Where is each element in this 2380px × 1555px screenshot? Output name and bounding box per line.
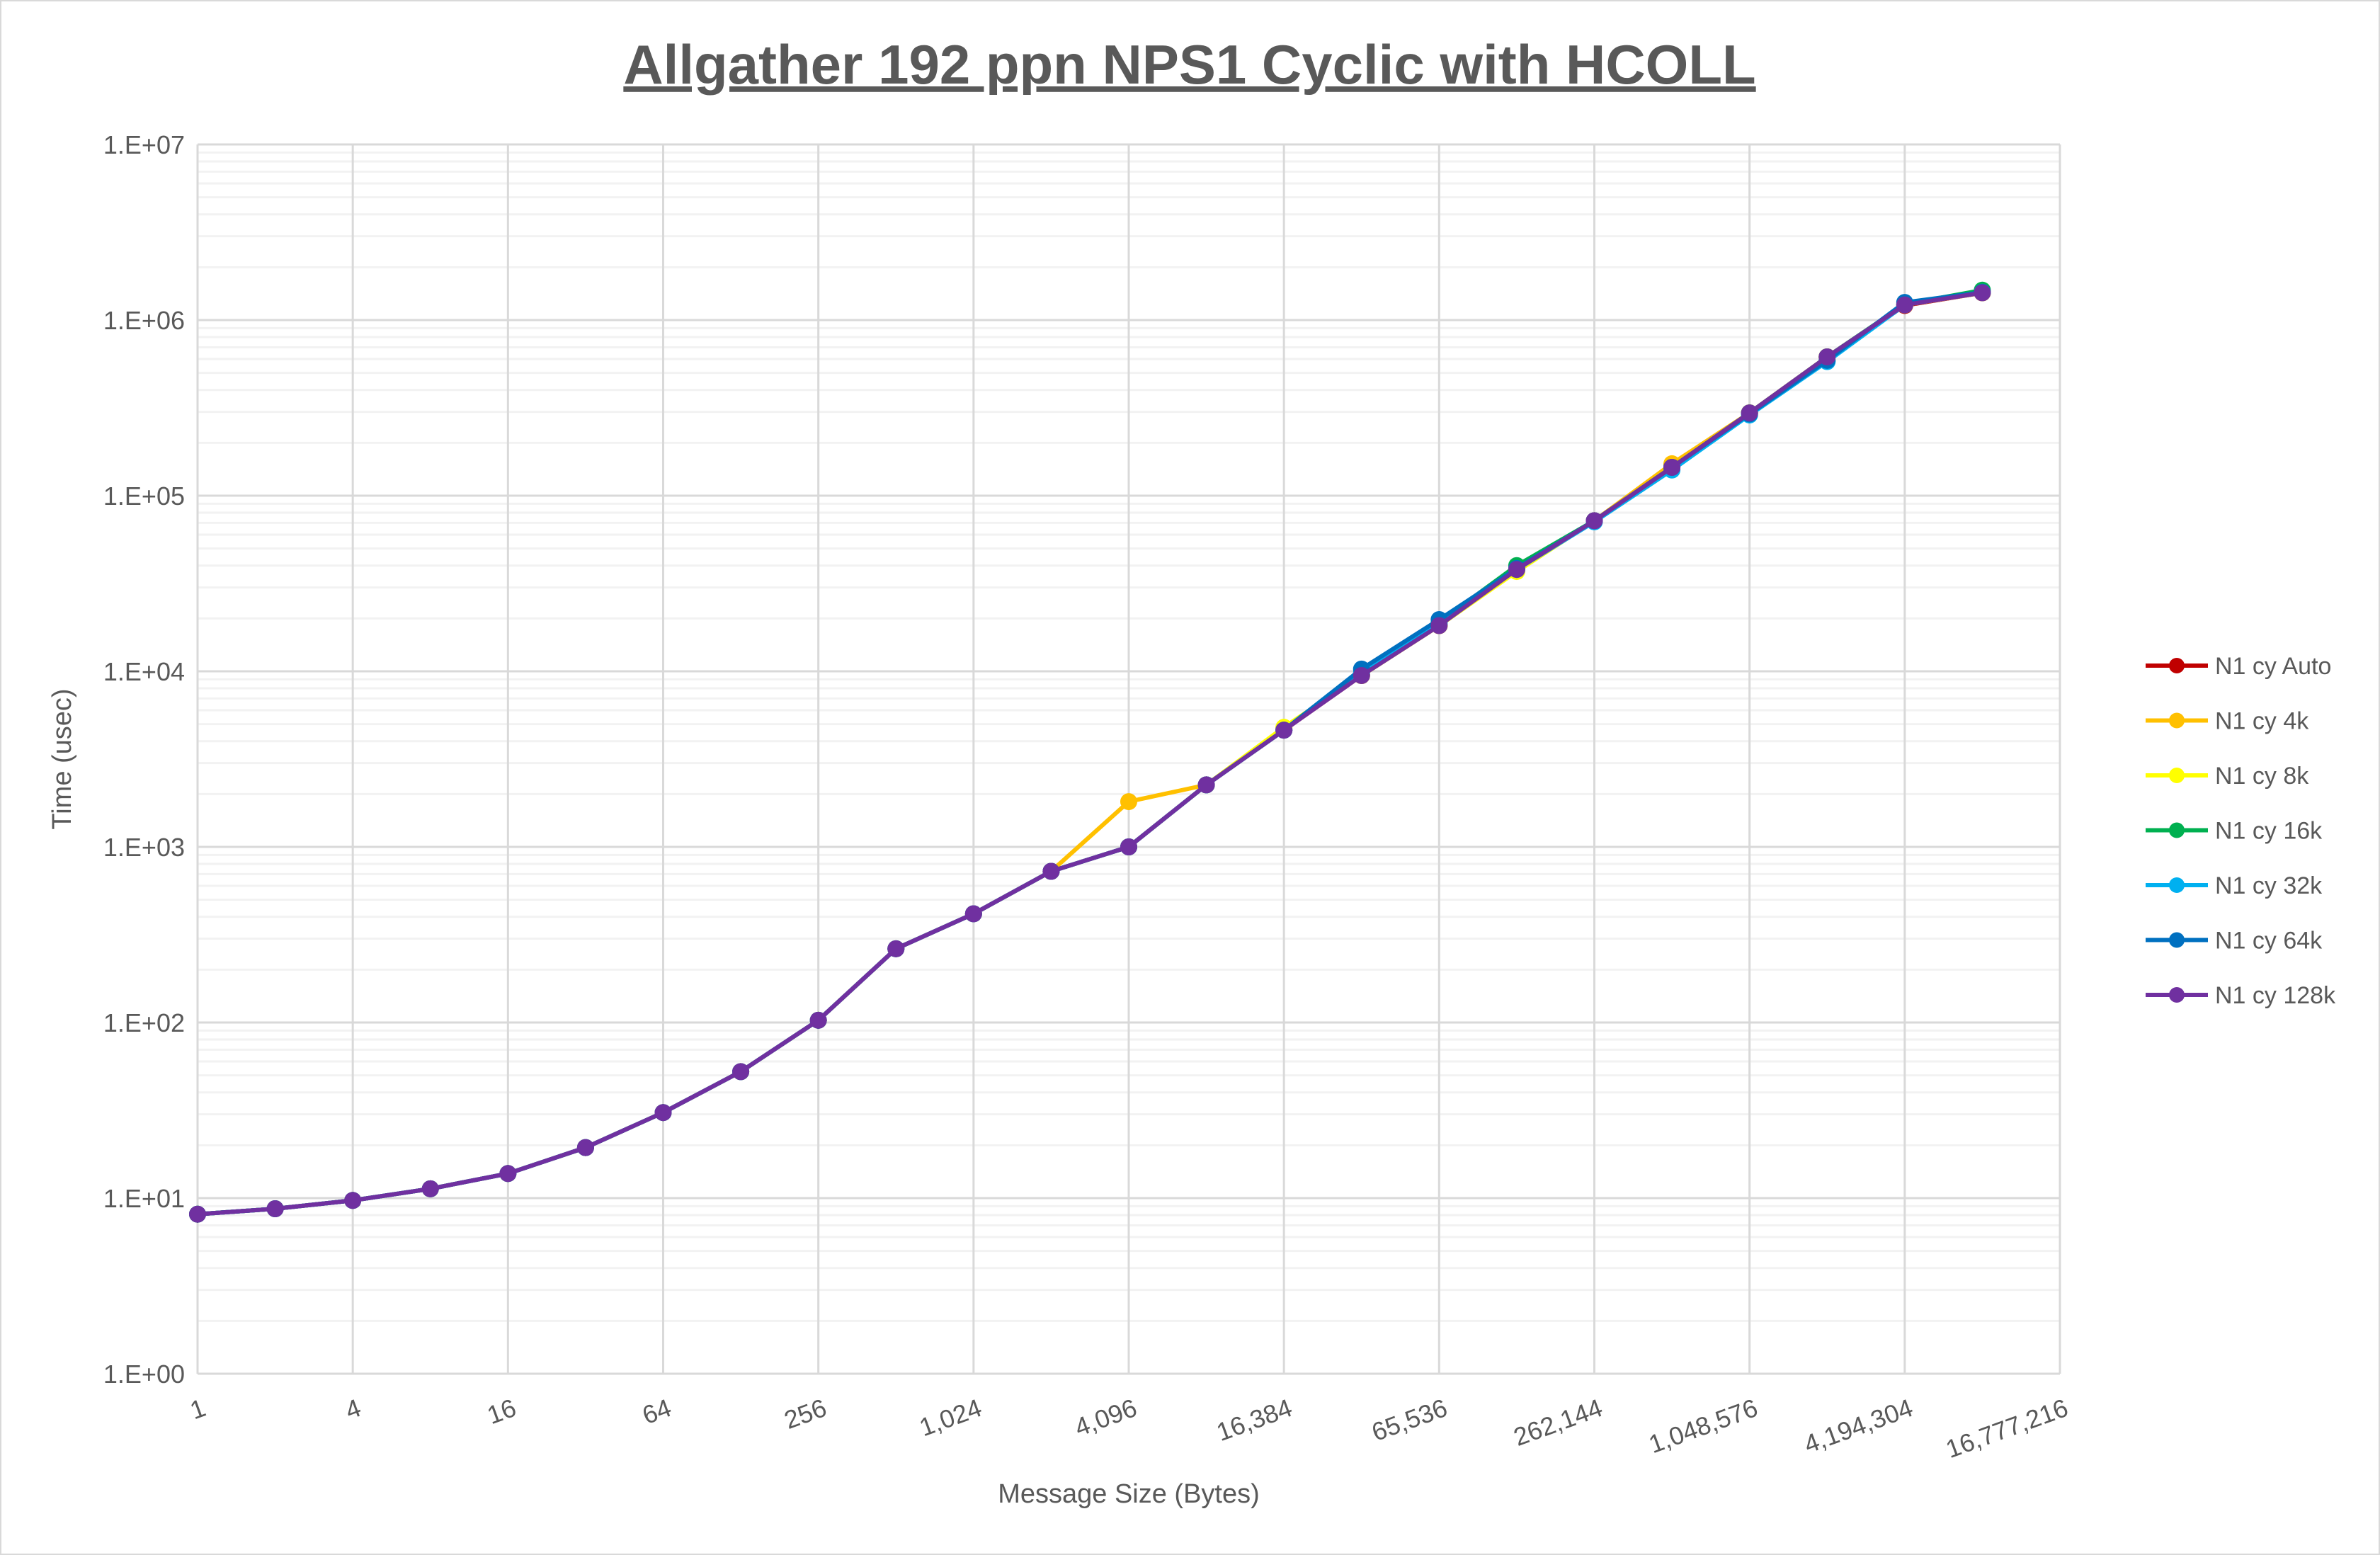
x-tick-label: 1,048,576 bbox=[1645, 1393, 1762, 1459]
x-tick-label: 4 bbox=[341, 1393, 365, 1425]
legend-item: N1 cy 32k bbox=[2146, 872, 2323, 899]
x-tick-label: 262,144 bbox=[1510, 1393, 1606, 1452]
data-point bbox=[1042, 862, 1060, 880]
series-n1-cy-128k bbox=[189, 284, 1991, 1223]
data-point bbox=[964, 905, 982, 923]
x-tick-labels: 1 4 16 64 256 1,024 4,096 16,384 65,536 262,144 1,… bbox=[186, 1393, 2072, 1464]
legend-item: N1 cy 128k bbox=[2146, 982, 2336, 1009]
series-n1-cy-64k bbox=[189, 283, 1991, 1223]
legend-marker bbox=[2169, 658, 2185, 673]
data-point bbox=[1896, 296, 1913, 314]
y-tick-label: 1.E+05 bbox=[103, 482, 185, 511]
x-axis-label: Message Size (Bytes) bbox=[998, 1479, 1260, 1509]
data-point bbox=[1430, 617, 1448, 634]
x-tick-label: 1,024 bbox=[916, 1393, 986, 1442]
legend-marker bbox=[2169, 712, 2185, 729]
x-tick-label: 1 bbox=[186, 1393, 210, 1425]
x-tick-label: 16 bbox=[483, 1393, 520, 1430]
x-tick-label: 4,194,304 bbox=[1800, 1393, 1917, 1459]
legend-marker bbox=[2169, 877, 2185, 893]
x-tick-label: 16,777,216 bbox=[1942, 1393, 2071, 1464]
data-point bbox=[421, 1180, 439, 1197]
y-tick-label: 1.E+00 bbox=[103, 1360, 185, 1389]
legend-item: N1 cy 4k bbox=[2146, 708, 2309, 735]
legend-label: N1 cy 128k bbox=[2215, 982, 2336, 1009]
legend: N1 cy Auto N1 cy 4k N1 cy 8k N1 cy 16k N1 cy… bbox=[2146, 653, 2336, 1009]
data-point bbox=[1120, 838, 1137, 855]
data-point bbox=[809, 1011, 827, 1029]
data-point bbox=[1353, 666, 1370, 684]
data-point bbox=[1275, 722, 1293, 739]
series-n1-cy-8k bbox=[189, 284, 1991, 1223]
data-point bbox=[189, 1205, 206, 1223]
legend-marker bbox=[2169, 822, 2185, 838]
series-n1-cy-32k bbox=[189, 283, 1991, 1223]
data-point bbox=[1741, 404, 1758, 422]
legend-marker bbox=[2169, 932, 2185, 948]
data-point bbox=[1585, 512, 1603, 530]
legend-item: N1 cy Auto bbox=[2146, 653, 2331, 680]
y-tick-label: 1.E+01 bbox=[103, 1184, 185, 1213]
gridlines bbox=[196, 143, 2061, 1375]
data-point bbox=[266, 1200, 284, 1217]
legend-label: N1 cy 64k bbox=[2215, 928, 2323, 955]
y-tick-label: 1.E+04 bbox=[103, 657, 185, 686]
legend-marker bbox=[2169, 987, 2185, 1003]
x-tick-label: 256 bbox=[780, 1393, 830, 1435]
series-line bbox=[197, 290, 1983, 1217]
x-tick-label: 16,384 bbox=[1212, 1393, 1295, 1447]
y-tick-label: 1.E+02 bbox=[103, 1008, 185, 1037]
legend-label: N1 cy 32k bbox=[2215, 872, 2323, 899]
data-point bbox=[732, 1063, 750, 1081]
legend-label: N1 cy 8k bbox=[2215, 763, 2309, 790]
y-tick-labels: 1.E+00 1.E+01 1.E+02 1.E+03 1.E+04 1.E+05 1.E+… bbox=[103, 130, 185, 1389]
data-point bbox=[1974, 284, 1991, 302]
x-tick-label: 4,096 bbox=[1071, 1393, 1141, 1442]
x-tick-label: 65,536 bbox=[1368, 1393, 1451, 1447]
y-tick-label: 1.E+03 bbox=[103, 833, 185, 862]
series-n1-cy-16k bbox=[189, 281, 1991, 1223]
data-point bbox=[1197, 776, 1215, 794]
legend-marker bbox=[2169, 768, 2185, 783]
data-point bbox=[576, 1139, 594, 1156]
legend-label: N1 cy 16k bbox=[2215, 818, 2323, 845]
series-n1-cy-4k bbox=[189, 284, 1991, 1223]
data-point bbox=[1818, 348, 1836, 366]
series-n1-cy-auto bbox=[189, 284, 1991, 1223]
legend-item: N1 cy 16k bbox=[2146, 818, 2323, 845]
y-axis-label: Time (usec) bbox=[47, 688, 77, 829]
legend-label: N1 cy 4k bbox=[2215, 708, 2309, 735]
legend-item: N1 cy 64k bbox=[2146, 928, 2323, 955]
legend-label: N1 cy Auto bbox=[2215, 653, 2331, 680]
legend-item: N1 cy 8k bbox=[2146, 763, 2309, 790]
data-point bbox=[887, 940, 905, 957]
data-point bbox=[344, 1192, 362, 1209]
series-lines bbox=[189, 281, 1991, 1223]
data-point bbox=[1508, 561, 1525, 579]
x-tick-label: 64 bbox=[639, 1393, 676, 1430]
data-point bbox=[1120, 793, 1137, 811]
y-tick-label: 1.E+07 bbox=[103, 130, 185, 159]
data-point bbox=[499, 1165, 517, 1183]
chart-title: Allgather 192 ppn NPS1 Cyclic with HCOLL bbox=[623, 33, 1755, 96]
y-tick-label: 1.E+06 bbox=[103, 306, 185, 335]
data-point bbox=[1663, 458, 1681, 476]
data-point bbox=[654, 1104, 672, 1122]
